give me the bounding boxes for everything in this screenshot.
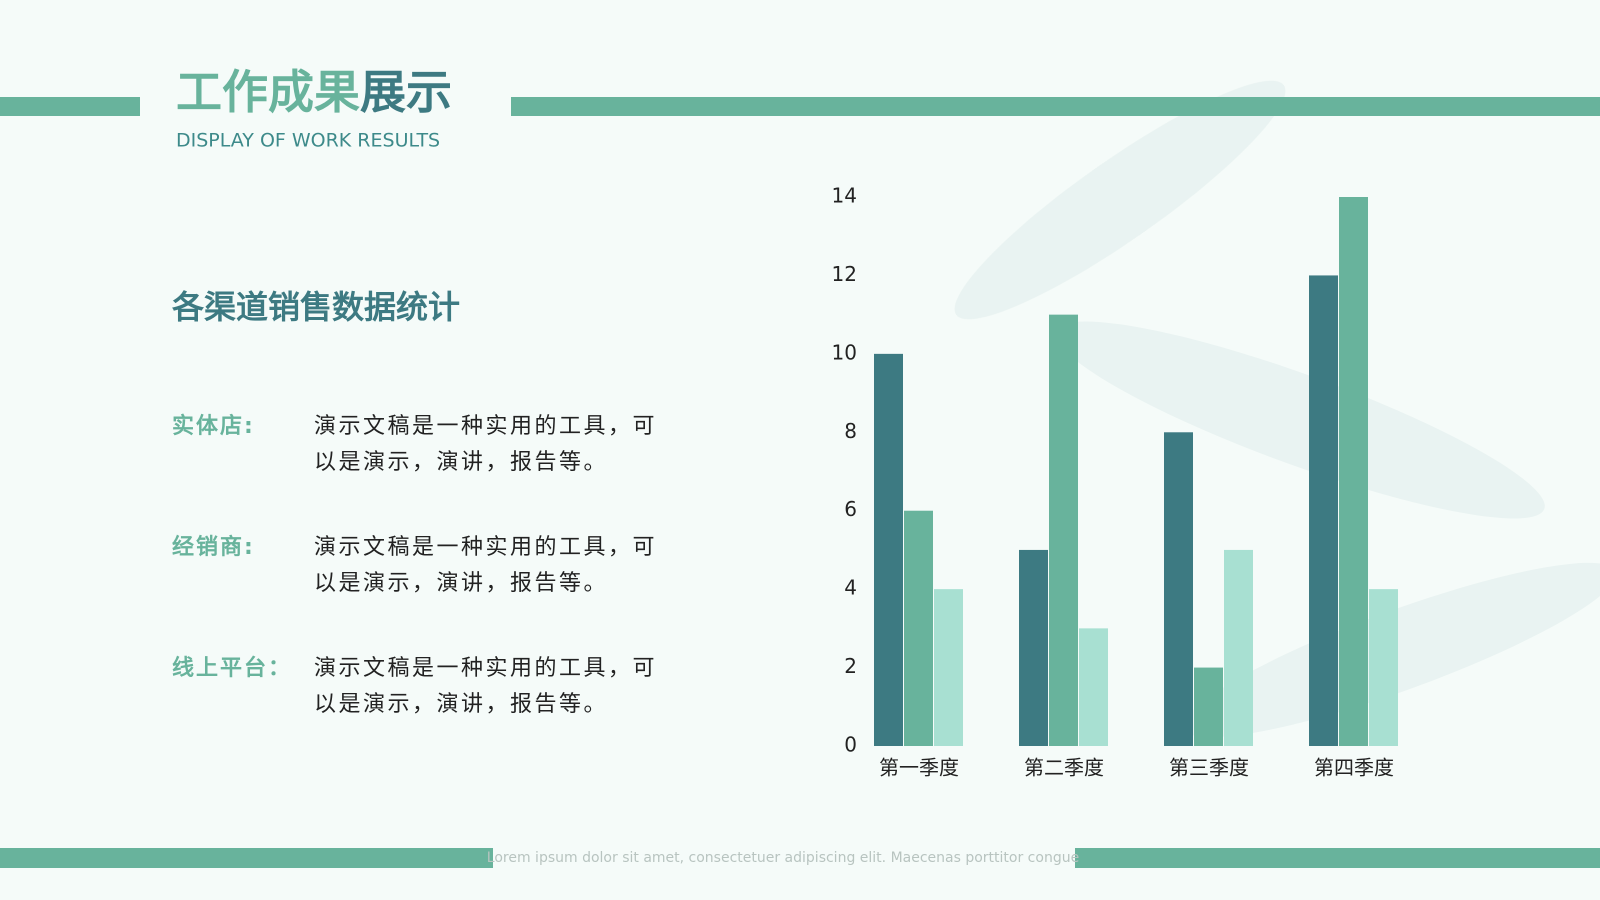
y-tick-label: 14 [832,184,857,208]
y-tick-label: 12 [832,262,857,286]
item-text: 以是演示，演讲，报告等。 [314,692,608,717]
y-tick-label: 0 [844,733,857,757]
item-text: 以是演示，演讲，报告等。 [314,571,608,596]
bar [1164,432,1193,746]
bar [874,353,903,746]
title-part: 展示 [360,65,452,119]
item-label: 经销商: [172,534,255,560]
title-part: 工作成果 [176,65,360,119]
subtitle: DISPLAY OF WORK RESULTS [176,130,440,152]
bar [1019,549,1048,746]
x-tick-label: 第三季度 [1169,756,1249,780]
bar [1079,628,1108,746]
item-text: 演示文稿是一种实用的工具，可 [314,535,657,560]
header-band [511,97,1600,116]
y-tick-label: 4 [844,576,857,600]
item-label: 线上平台： [172,655,292,681]
bar [934,589,963,746]
x-tick-label: 第四季度 [1314,756,1394,780]
y-tick-label: 2 [844,654,857,678]
y-tick-label: 10 [832,340,857,364]
bar [1339,197,1368,746]
section-title: 各渠道销售数据统计 [172,288,460,326]
bar [904,510,933,746]
item-text: 演示文稿是一种实用的工具，可 [314,414,657,439]
footer-text: Lorem ipsum dolor sit amet, consectetuer… [487,850,1079,866]
y-tick-label: 6 [844,497,857,521]
footer-band [1075,848,1600,868]
title: 工作成果展示 [176,65,452,119]
bar [1369,589,1398,746]
chart: 0 2 4 6 8 10 12 14 第一季度 第二季度 第三季度 第四季度 [832,184,1398,780]
item-text: 演示文稿是一种实用的工具，可 [314,656,657,681]
x-tick-label: 第一季度 [879,756,959,780]
bar [1309,275,1338,746]
x-tick-label: 第二季度 [1024,756,1104,780]
y-tick-label: 8 [844,419,857,443]
footer-band [0,848,493,868]
bar [1049,314,1078,746]
bar [1224,549,1253,746]
leaf-decoration [954,80,1600,738]
bar [1194,667,1223,746]
item-text: 以是演示，演讲，报告等。 [314,450,608,475]
item-label: 实体店: [172,413,255,439]
header-band [0,97,140,116]
